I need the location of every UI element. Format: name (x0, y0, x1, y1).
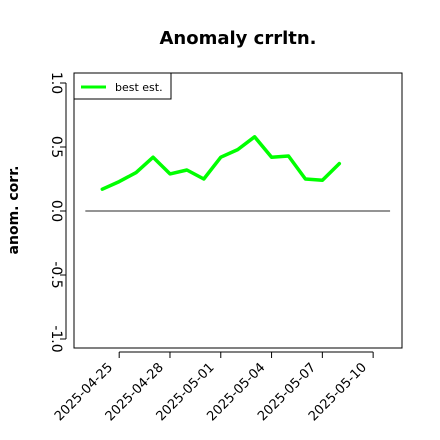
series-line-best-est (100, 135, 342, 191)
y-tick-label: 0.0 (48, 200, 64, 222)
legend: best est. (73, 72, 172, 100)
y-tick-label: -0.5 (48, 261, 64, 288)
y-tick-label: 1.0 (48, 72, 64, 94)
chart-title: Anomaly crrltn. (159, 28, 316, 49)
y-tick-label: -1.0 (48, 325, 64, 352)
plot-frame (73, 72, 403, 349)
y-axis: -1.0 -0.5 0.0 0.5 1.0 (48, 72, 67, 353)
x-axis: 2025-04-252025-04-282025-05-012025-05-04… (52, 351, 374, 424)
y-tick-label: 0.5 (48, 136, 64, 158)
y-axis-label: anom. corr. (6, 166, 22, 255)
plot-area (85, 135, 391, 212)
legend-label-best-est: best est. (115, 81, 163, 94)
